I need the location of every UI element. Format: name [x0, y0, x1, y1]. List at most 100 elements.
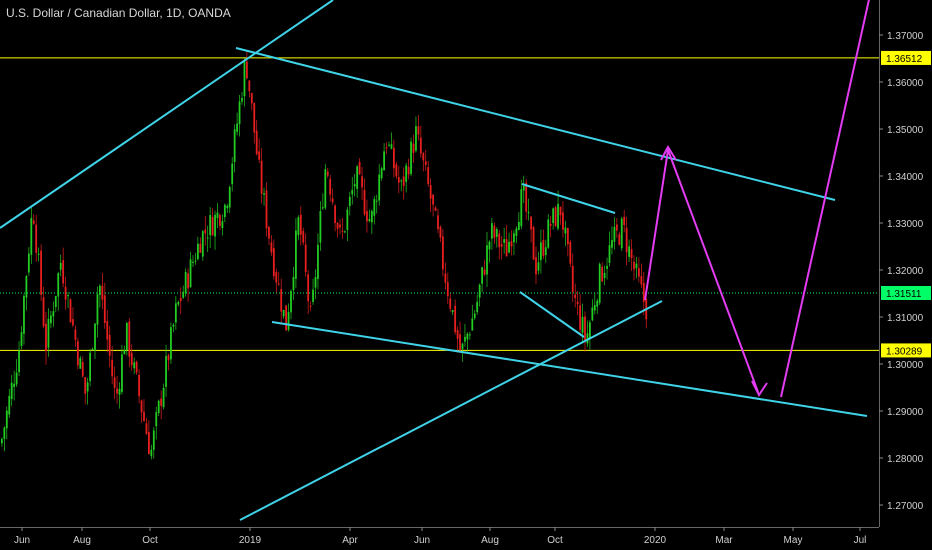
candle-body: [304, 244, 307, 272]
candle-body: [491, 223, 493, 239]
candle-body: [324, 169, 327, 208]
candle-body: [15, 372, 18, 385]
candle-body: [255, 130, 258, 155]
candle-body: [608, 245, 611, 263]
candle-body: [150, 449, 153, 457]
candle-body: [160, 398, 163, 406]
candle-body: [94, 323, 96, 351]
candle-body: [412, 143, 415, 153]
candle-body: [103, 295, 106, 323]
candle-body: [79, 358, 82, 369]
candle-body: [248, 80, 251, 92]
price-tick-label: 1.33000: [887, 219, 924, 230]
candle-body: [370, 211, 373, 223]
candle-body: [54, 295, 57, 307]
candle-body: [162, 387, 165, 408]
candle-body: [201, 231, 204, 257]
time-tick-label: Aug: [73, 535, 91, 546]
candle-body: [508, 241, 510, 253]
candle-body: [111, 359, 114, 377]
candle-body: [488, 241, 491, 250]
candle-body: [319, 211, 322, 243]
price-label-box: [881, 343, 931, 358]
candle-body: [613, 227, 616, 242]
projection-path: [644, 146, 759, 393]
candle-body: [72, 319, 74, 326]
candle-body: [591, 307, 594, 321]
candle-body: [532, 227, 535, 260]
candle-body: [135, 361, 138, 373]
candle-body: [356, 166, 359, 189]
candle-body: [566, 227, 569, 245]
candle-body: [522, 185, 525, 191]
candle-body: [400, 180, 403, 182]
candle-body: [527, 212, 530, 214]
candle-body: [388, 144, 390, 146]
candle-body: [314, 277, 317, 288]
candle-body: [96, 294, 99, 325]
candle-body: [620, 218, 623, 249]
candle-body: [471, 318, 474, 331]
candle-body: [5, 410, 8, 429]
price-tick-label: 1.37000: [887, 31, 924, 42]
candle-body: [633, 261, 635, 270]
price-tick-label: 1.34000: [887, 172, 924, 183]
candle-body: [125, 322, 128, 350]
candle-body: [177, 301, 180, 305]
candle-body: [64, 286, 67, 300]
candle-body: [451, 310, 454, 313]
candle-body: [464, 336, 466, 342]
price-tick-label: 1.28000: [887, 454, 924, 465]
candle-body: [569, 241, 572, 264]
candle-body: [140, 400, 143, 413]
price-tick-label: 1.36000: [887, 78, 924, 89]
candle-body: [81, 362, 84, 377]
candle-body: [86, 382, 89, 392]
candle-body: [383, 151, 385, 171]
candle-body: [346, 209, 349, 230]
candle-body: [331, 198, 334, 203]
candle-body: [241, 97, 243, 102]
candle-body: [576, 301, 579, 305]
candle-body: [206, 237, 209, 239]
candle-body: [586, 333, 589, 344]
candle-body: [422, 153, 425, 161]
candle-body: [258, 151, 261, 160]
candle-body: [30, 217, 33, 255]
candle-body: [116, 388, 118, 394]
candle-body: [317, 244, 319, 279]
candle-body: [152, 430, 155, 450]
candle-body: [209, 215, 212, 236]
candle-body: [250, 93, 253, 104]
candle-body: [603, 272, 606, 279]
candle-body: [121, 354, 123, 393]
candle-body: [277, 283, 280, 285]
price-label-box: [881, 50, 931, 65]
candle-body: [341, 230, 344, 232]
candle-body: [478, 284, 481, 298]
candle-body: [461, 343, 464, 350]
candle-body: [42, 297, 45, 327]
trendline: [235, 47, 836, 201]
candle-body: [165, 356, 167, 387]
candle-body: [40, 250, 42, 295]
candle-body: [434, 207, 437, 211]
candle-body: [601, 266, 604, 282]
candle-body: [199, 243, 202, 253]
candles: [1, 50, 648, 460]
candle-body: [182, 291, 185, 298]
trendline: [0, 0, 334, 229]
candle-body: [397, 177, 400, 183]
candle-body: [581, 316, 584, 333]
candle-body: [535, 257, 537, 275]
candle-body: [476, 301, 479, 313]
candle-body: [468, 334, 471, 336]
candle-body: [174, 303, 177, 323]
candle-body: [344, 231, 346, 233]
candle-body: [118, 388, 121, 395]
candle-body: [481, 267, 483, 284]
candle-body: [628, 246, 630, 257]
candle-body: [368, 219, 371, 222]
candle-body: [148, 432, 150, 455]
